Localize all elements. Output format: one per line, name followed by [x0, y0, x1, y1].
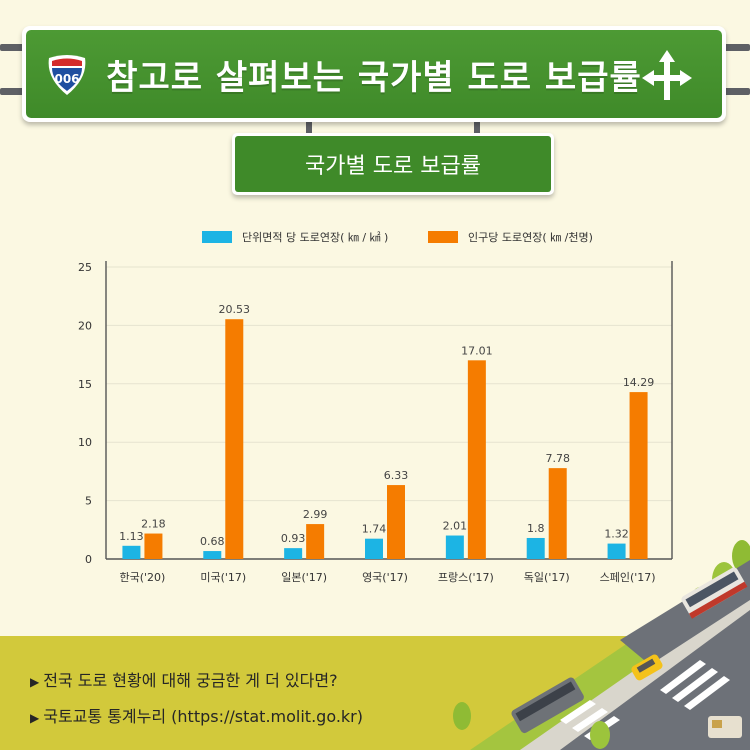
data-label-0-2: 0.93 — [281, 532, 306, 545]
legend-label-0: 단위면적 당 도로연장( ㎞ / ㎢ ) — [242, 231, 388, 244]
bar-1-4 — [467, 360, 486, 559]
bar-0-6 — [607, 543, 626, 559]
data-label-0-5: 1.8 — [527, 522, 545, 535]
legend-label-1: 인구당 도로연장( ㎞ /천명) — [468, 230, 593, 244]
bar-1-6 — [629, 392, 648, 559]
footer-line-source-link[interactable]: ▶ 국토교통 통계누리 (https://stat.molit.go.kr) — [30, 707, 363, 726]
sign-pole-right-lower — [720, 88, 750, 95]
x-tick-label-1: 미국('17) — [200, 571, 246, 584]
triangle-bullet-icon: ▶ — [30, 711, 40, 725]
chart-subtitle: 국가별 도로 보급률 — [235, 136, 551, 192]
legend-swatch-1 — [428, 231, 458, 243]
y-tick-label-15: 15 — [78, 378, 92, 391]
data-label-1-0: 2.18 — [141, 518, 166, 531]
bar-1-0 — [144, 533, 163, 559]
bar-1-5 — [548, 468, 567, 559]
main-title-sign: 006 참고로 살펴보는 국가별 도로 보급률 — [22, 26, 726, 122]
bar-0-0 — [122, 545, 141, 559]
y-tick-label-0: 0 — [85, 553, 92, 566]
shield-number: 006 — [54, 72, 80, 86]
sign-pole-left-lower — [0, 88, 30, 95]
sign-pole-left — [0, 44, 30, 51]
x-tick-label-3: 영국('17) — [362, 571, 408, 584]
data-label-0-1: 0.68 — [200, 535, 225, 548]
chart-legend: 단위면적 당 도로연장( ㎞ / ㎢ ) 인구당 도로연장( ㎞ /천명) — [202, 230, 593, 244]
footer-line-question: ▶ 전국 도로 현황에 대해 궁금한 게 더 있다면? — [30, 671, 338, 690]
bar-1-1 — [225, 319, 244, 559]
x-tick-label-5: 독일('17) — [524, 570, 570, 584]
bar-1-3 — [387, 485, 405, 559]
bar-0-1 — [203, 551, 222, 559]
x-tick-label-0: 한국('20) — [119, 571, 165, 584]
x-tick-label-6: 스페인('17) — [600, 571, 656, 584]
bar-0-4 — [445, 535, 464, 559]
data-label-1-1: 20.53 — [219, 303, 251, 316]
sub-sign-hanger-left — [306, 120, 312, 136]
x-tick-label-2: 일본('17) — [281, 570, 327, 584]
x-tick-label-4: 프랑스('17) — [438, 571, 494, 584]
chart-labels: 0 5 10 15 20 25 1.132.18 한국('20) 0.68 20.53 미국('17… — [78, 261, 656, 584]
chart-bars — [122, 319, 648, 559]
data-label-1-2: 2.99 — [303, 508, 328, 521]
bar-0-3 — [365, 538, 383, 559]
data-label-0-6: 1.32 — [604, 528, 629, 541]
highway-shield-icon: 006 — [46, 54, 88, 96]
sign-pole-right — [720, 44, 750, 51]
bar-chart: 단위면적 당 도로연장( ㎞ / ㎢ ) 인구당 도로연장( ㎞ /천명) 0 5 1… — [78, 230, 673, 584]
data-label-0-3: 1.74 — [362, 523, 387, 536]
bar-1-2 — [306, 524, 325, 559]
triangle-bullet-icon: ▶ — [30, 675, 40, 689]
y-tick-label-25: 25 — [78, 261, 92, 274]
data-label-1-6: 14.29 — [623, 376, 655, 389]
direction-arrows-icon — [638, 46, 696, 104]
data-label-1-5: 7.78 — [545, 452, 570, 465]
bar-0-5 — [526, 537, 545, 559]
bar-0-2 — [284, 548, 303, 559]
data-label-0-4: 2.01 — [443, 520, 468, 533]
y-tick-label-20: 20 — [78, 319, 92, 332]
y-tick-label-10: 10 — [78, 436, 92, 449]
sub-sign-hanger-right — [474, 120, 480, 136]
subtitle-sign: 국가별 도로 보급률 — [232, 133, 554, 195]
page-title: 참고로 살펴보는 국가별 도로 보급률 — [106, 57, 642, 98]
data-label-1-4: 17.01 — [461, 344, 493, 357]
data-label-1-3: 6.33 — [384, 469, 409, 482]
y-tick-label-5: 5 — [85, 495, 92, 508]
data-label-0-0: 1.13 — [119, 530, 144, 543]
legend-swatch-0 — [202, 231, 232, 243]
